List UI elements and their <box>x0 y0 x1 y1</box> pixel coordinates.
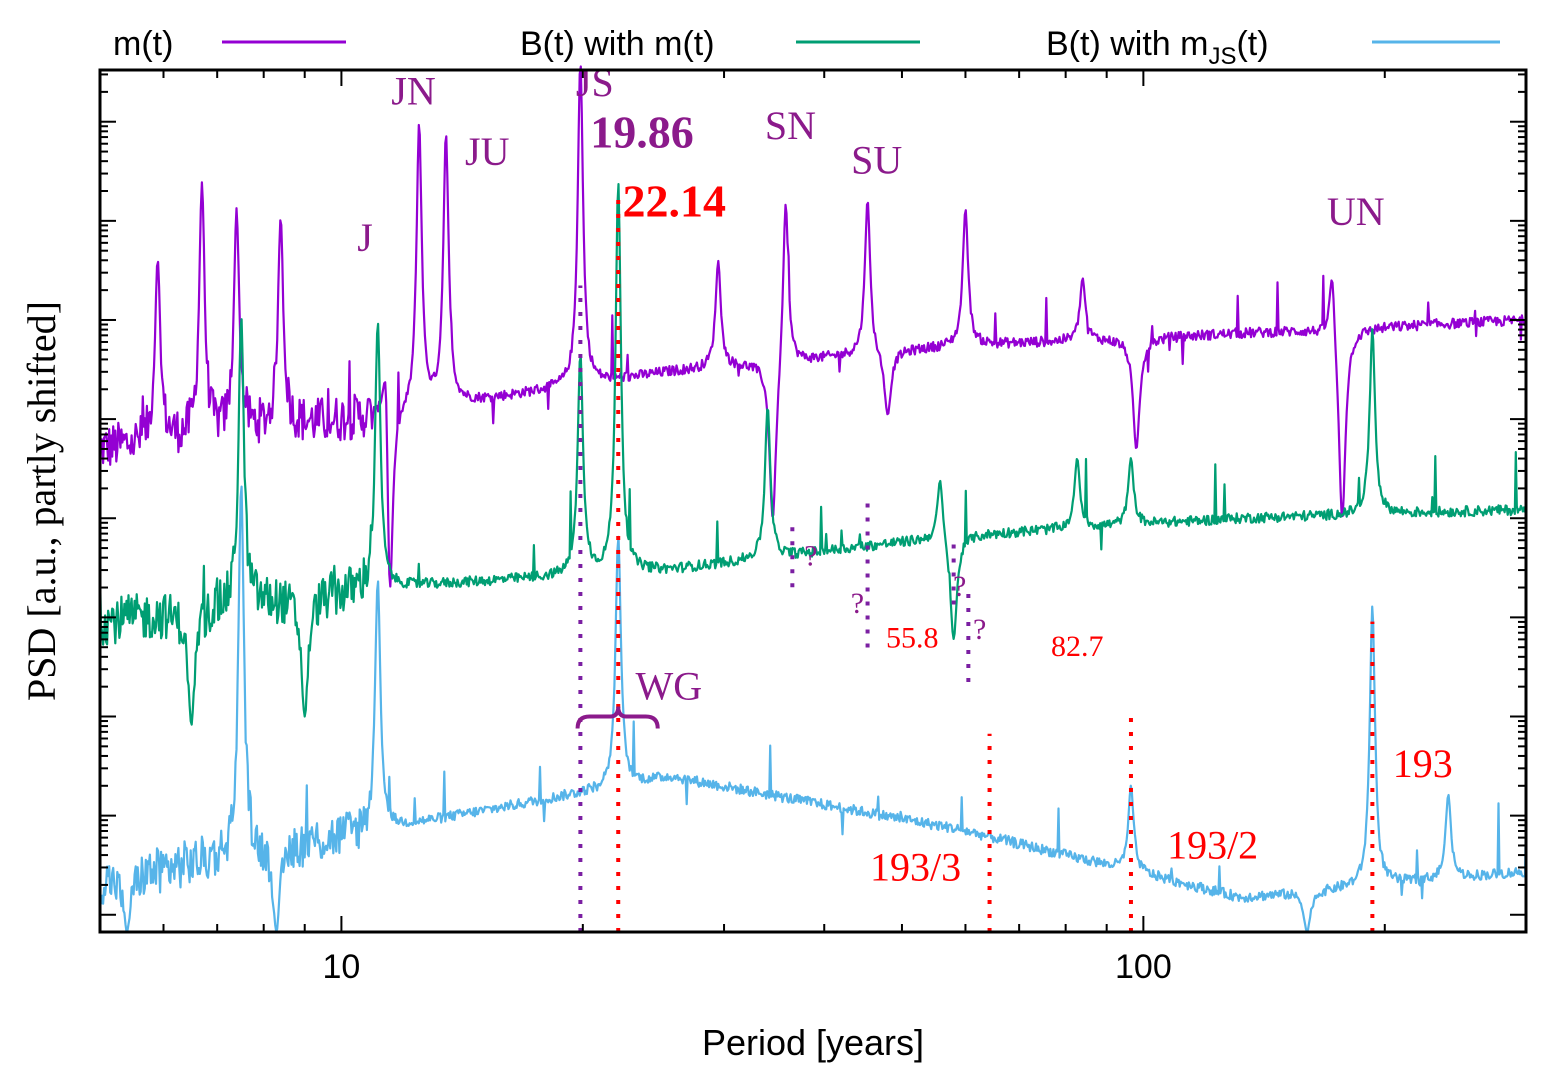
annotation-label: 193/2 <box>1167 823 1258 868</box>
annotation-label: JN <box>391 68 435 113</box>
annotation-label: SU <box>851 137 902 182</box>
annotation-label: JU <box>465 129 510 174</box>
x-axis-label: Period [years] <box>702 1022 924 1063</box>
annotation-label: ? <box>973 613 986 646</box>
annotation-label: SN <box>765 103 816 148</box>
series-layer <box>98 65 1528 934</box>
y-ticks <box>100 73 1526 916</box>
x-tick-label: 10 <box>322 948 360 986</box>
marker-lines <box>575 199 1375 932</box>
legend-label-m: m(t) <box>113 25 173 63</box>
annotation-label: 193/3 <box>870 844 961 889</box>
annotation-label: WG <box>635 663 702 708</box>
annotation-label: 193 <box>1393 741 1453 786</box>
annotation-label: ? <box>804 540 817 573</box>
axes: 10 100 Period [years] PSD [a.u., partly s… <box>19 68 1528 1063</box>
wg-brace <box>575 706 660 729</box>
y-axis-label: PSD [a.u., partly shifted] <box>19 301 64 701</box>
x-ticks: 10 100 <box>99 70 1527 986</box>
plot-frame <box>98 68 1528 934</box>
legend-label-b-mjs: B(t) with mJS(t) <box>1046 25 1269 70</box>
legend-label-b-m: B(t) with m(t) <box>520 25 715 63</box>
series-line-b-m <box>98 183 1528 726</box>
annotation-label: 82.7 <box>1051 630 1104 663</box>
annotation-label: UN <box>1327 189 1385 234</box>
annotation-label: JS <box>576 60 614 105</box>
annotation-label: 19.86 <box>590 107 694 158</box>
series-line-m <box>99 65 1528 588</box>
annotation-label: ? <box>851 587 864 620</box>
legend: m(t) B(t) with m(t) B(t) with mJS(t) <box>113 25 1500 70</box>
annotation-label: J <box>357 215 373 260</box>
annotation-label: ? <box>953 570 966 603</box>
x-tick-label: 100 <box>1115 948 1172 986</box>
annotation-label: 55.8 <box>886 622 939 655</box>
series-line-b-mjs <box>98 485 1528 934</box>
annotation-label: 22.14 <box>622 176 726 227</box>
